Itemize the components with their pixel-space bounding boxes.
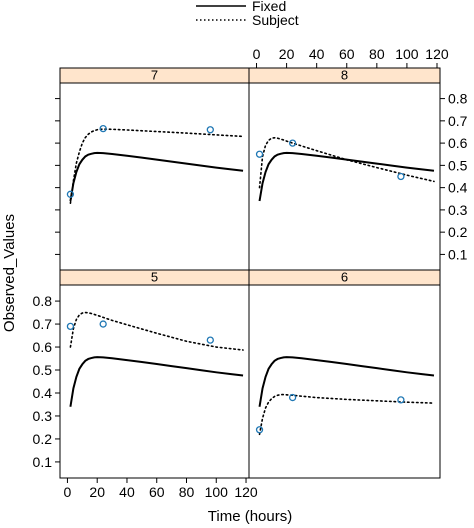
subject-line-6 <box>258 393 435 436</box>
observed-point-6-2 <box>397 396 405 404</box>
x-tick-label-top-60: 60 <box>339 46 355 62</box>
strip-label-7: 7 <box>151 68 158 83</box>
x-tick-label-top-40: 40 <box>309 46 325 62</box>
y-tick-label-right-0.2: 0.2 <box>448 224 468 240</box>
strip-label-8: 8 <box>341 68 348 83</box>
observed-point-7-0 <box>66 190 75 198</box>
panel-7: 7 <box>59 67 250 271</box>
y-tick-label-left-0.4: 0.4 <box>33 385 53 401</box>
x-tick-label-bottom-40: 40 <box>119 484 135 500</box>
y-tick-label-right-0.4: 0.4 <box>448 180 468 196</box>
y-tick-label-left-0.1: 0.1 <box>33 454 53 470</box>
fixed-line-5 <box>69 356 244 407</box>
x-tick-label-bottom-80: 80 <box>179 484 195 500</box>
y-tick-label-right-0.1: 0.1 <box>448 246 468 262</box>
panel-frame-6 <box>248 284 441 479</box>
y-axis-title: Observed_Values <box>1 214 18 332</box>
fixed-line-8 <box>258 151 435 202</box>
observed-point-8-0 <box>255 150 264 158</box>
x-tick-label-bottom-20: 20 <box>89 484 105 500</box>
subject-line-8 <box>258 136 435 189</box>
y-tick-label-left-0.2: 0.2 <box>33 431 53 447</box>
panel-frame-5 <box>59 284 250 479</box>
observed-point-6-1 <box>288 393 297 402</box>
fixed-line-6 <box>258 356 435 407</box>
observed-point-7-2 <box>206 126 214 134</box>
x-tick-label-top-80: 80 <box>369 46 385 62</box>
observed-point-8-1 <box>288 139 297 147</box>
panel-6: 6 <box>248 269 441 479</box>
x-tick-label-top-20: 20 <box>279 46 295 62</box>
observed-point-5-1 <box>99 320 107 328</box>
y-tick-label-left-0.3: 0.3 <box>33 408 53 424</box>
y-tick-label-right-0.5: 0.5 <box>448 157 468 173</box>
x-tick-label-bottom-120: 120 <box>234 484 258 500</box>
strip-label-6: 6 <box>341 270 348 285</box>
observed-point-5-2 <box>206 336 214 344</box>
subject-line-7 <box>69 128 244 205</box>
x-tick-label-top-120: 120 <box>425 46 449 62</box>
subject-line-5 <box>69 311 244 351</box>
y-tick-label-left-0.7: 0.7 <box>33 316 53 332</box>
y-tick-label-left-0.5: 0.5 <box>33 362 53 378</box>
y-tick-label-right-0.8: 0.8 <box>448 91 468 107</box>
y-tick-label-left-0.6: 0.6 <box>33 339 53 355</box>
legend-label-subject: Subject <box>252 12 299 28</box>
panel-8: 8 <box>248 67 441 271</box>
y-tick-label-right-0.3: 0.3 <box>448 202 468 218</box>
x-tick-label-bottom-100: 100 <box>205 484 229 500</box>
y-tick-label-right-0.6: 0.6 <box>448 135 468 151</box>
x-tick-label-bottom-60: 60 <box>149 484 165 500</box>
y-tick-label-right-0.7: 0.7 <box>448 113 468 129</box>
x-tick-label-top-0: 0 <box>253 46 261 62</box>
y-tick-label-left-0.8: 0.8 <box>33 293 53 309</box>
fixed-line-7 <box>69 151 244 202</box>
observed-point-7-1 <box>99 124 107 133</box>
panel-5: 5 <box>59 269 250 479</box>
observed-point-5-0 <box>66 322 75 331</box>
x-tick-label-top-100: 100 <box>395 46 419 62</box>
strip-label-5: 5 <box>151 270 158 285</box>
panel-frame-7 <box>59 82 250 271</box>
x-axis-title: Time (hours) <box>208 508 292 525</box>
observed-point-8-2 <box>397 172 405 181</box>
x-tick-label-bottom-0: 0 <box>64 484 72 500</box>
observed-point-6-0 <box>255 426 264 434</box>
legend-label-fixed: Fixed <box>252 0 286 14</box>
